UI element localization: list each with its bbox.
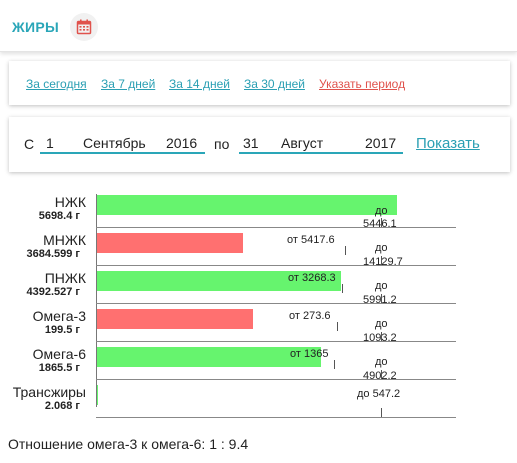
date-range-form: С 1 Сентябрь 2016 по 31 Август 2017 Пока… bbox=[9, 117, 510, 172]
max-value: 14129.7 bbox=[363, 256, 403, 268]
nutrient-amount: 5698.4 г bbox=[38, 210, 80, 222]
row-baseline bbox=[96, 341, 456, 342]
max-value: 5991.2 bbox=[363, 294, 397, 306]
calendar-button[interactable] bbox=[70, 13, 98, 41]
page-title: ЖИРЫ bbox=[12, 19, 59, 35]
period-14-days-link[interactable]: За 14 дней bbox=[169, 77, 230, 91]
row-baseline bbox=[96, 379, 456, 380]
min-tick bbox=[334, 360, 335, 369]
value-bar bbox=[97, 385, 98, 405]
to-date-field[interactable]: 31 Август 2017 bbox=[239, 133, 403, 154]
max-label: до bbox=[375, 318, 388, 330]
max-tick bbox=[381, 218, 382, 227]
from-year: 2016 bbox=[166, 135, 198, 151]
nutrient-name: ПНЖК bbox=[44, 270, 86, 286]
chart-axis bbox=[96, 194, 97, 407]
nutrient-amount: 199.5 г bbox=[44, 324, 80, 336]
min-tick bbox=[337, 322, 338, 331]
max-label: до bbox=[375, 242, 388, 254]
max-value: 4902.2 bbox=[363, 370, 397, 382]
from-day: 1 bbox=[46, 135, 54, 151]
row-baseline bbox=[96, 417, 456, 418]
to-day: 31 bbox=[243, 135, 259, 151]
show-button[interactable]: Показать bbox=[416, 135, 480, 152]
min-tick bbox=[345, 246, 346, 255]
nutrient-name: НЖК bbox=[54, 194, 86, 210]
nutrient-name: МНЖК bbox=[43, 232, 86, 248]
value-bar bbox=[97, 347, 321, 367]
min-label: от 3268.3 bbox=[288, 272, 336, 284]
row-baseline bbox=[96, 265, 456, 266]
min-label: от 273.6 bbox=[289, 310, 331, 322]
nutrient-amount: 3684.599 г bbox=[26, 248, 80, 260]
fats-chart: НЖК 5698.4 г до 5446.1 МНЖК 3684.599 г до 14129… bbox=[0, 180, 517, 420]
from-label: С bbox=[24, 136, 35, 152]
max-value: 5446.1 bbox=[363, 218, 397, 230]
max-tick bbox=[381, 256, 382, 265]
from-date-field[interactable]: 1 Сентябрь 2016 bbox=[40, 133, 205, 154]
nutrient-name: Трансжиры bbox=[12, 384, 86, 400]
omega-ratio: Отношение омега-3 к омега-6: 1 : 9.4 bbox=[8, 436, 248, 452]
calendar-icon bbox=[76, 19, 92, 35]
max-label: до bbox=[375, 356, 388, 368]
max-tick bbox=[381, 370, 382, 379]
value-bar bbox=[97, 233, 243, 253]
max-value: 1093.2 bbox=[363, 332, 397, 344]
nutrient-amount: 2.068 г bbox=[44, 400, 80, 412]
omega-ratio-value: 1 : 9.4 bbox=[209, 436, 249, 452]
row-baseline bbox=[96, 227, 456, 228]
to-label: по bbox=[214, 136, 230, 152]
min-label: от 5417.6 bbox=[287, 234, 335, 246]
value-bar bbox=[97, 309, 253, 329]
max-label: до bbox=[375, 205, 388, 217]
nutrient-name: Омега-6 bbox=[32, 346, 86, 362]
value-bar bbox=[97, 271, 341, 291]
max-tick bbox=[381, 408, 382, 417]
period-30-days-link[interactable]: За 30 дней bbox=[244, 77, 305, 91]
custom-period-link[interactable]: Указать период bbox=[319, 77, 406, 91]
max-label: до 547.2 bbox=[357, 388, 401, 400]
row-baseline bbox=[96, 303, 456, 304]
min-tick bbox=[342, 284, 343, 293]
nutrient-name: Омега-3 bbox=[32, 308, 86, 324]
period-7-days-link[interactable]: За 7 дней bbox=[101, 77, 156, 91]
from-month: Сентябрь bbox=[83, 135, 146, 151]
period-selector: За сегодня За 7 дней За 14 дней За 30 дн… bbox=[9, 61, 510, 105]
omega-ratio-label: Отношение омега-3 к омега-6: bbox=[8, 436, 206, 452]
nutrient-amount: 1865.5 г bbox=[38, 362, 80, 374]
max-tick bbox=[381, 332, 382, 341]
value-bar bbox=[97, 195, 397, 215]
min-label: от 1365 bbox=[290, 348, 329, 360]
max-label: до bbox=[375, 280, 388, 292]
to-year: 2017 bbox=[365, 135, 397, 151]
max-tick bbox=[381, 294, 382, 303]
nutrient-amount: 4392.527 г bbox=[26, 286, 80, 298]
header: ЖИРЫ bbox=[0, 0, 517, 52]
period-today-link[interactable]: За сегодня bbox=[26, 77, 87, 91]
to-month: Август bbox=[281, 135, 324, 151]
